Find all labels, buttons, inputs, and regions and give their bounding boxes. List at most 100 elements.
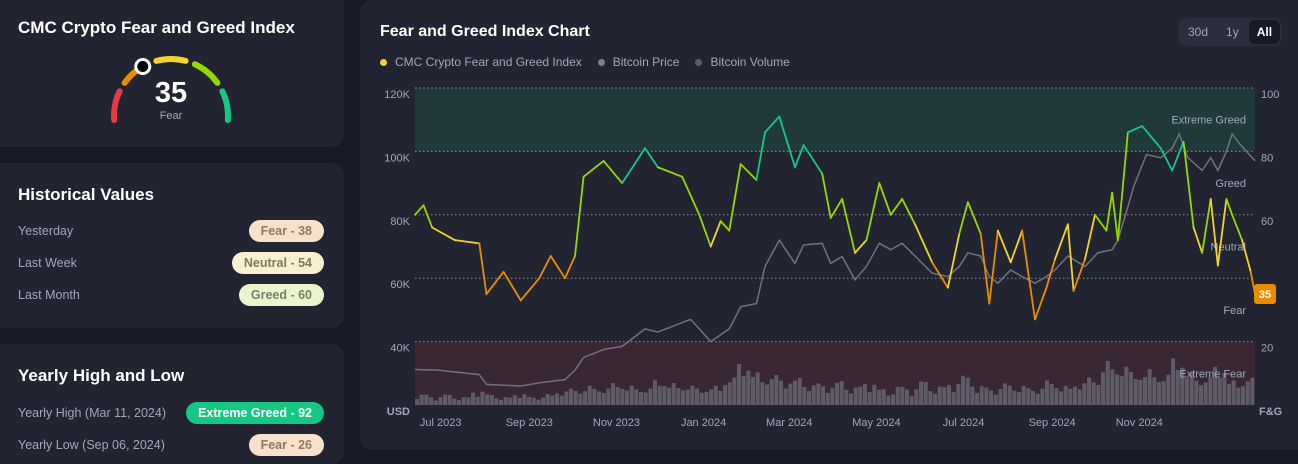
gauge-value: 35 <box>155 77 187 109</box>
x-tick: Jul 2024 <box>943 417 985 429</box>
gauge-card: CMC Crypto Fear and Greed Index 35 Fear <box>0 0 344 147</box>
fng-line-segment <box>1225 198 1234 216</box>
y-left-tick: 80K <box>390 216 410 228</box>
volume-bar <box>601 393 606 405</box>
volume-bar <box>755 372 760 405</box>
fng-line-segment <box>1072 258 1086 292</box>
gauge-segment <box>219 88 231 124</box>
x-tick: May 2024 <box>852 417 900 429</box>
volume-bar <box>900 386 905 405</box>
volume-bar <box>895 386 900 405</box>
volume-bar <box>853 387 858 405</box>
volume-bar <box>564 391 569 405</box>
volume-bar <box>517 397 522 405</box>
volume-bar <box>1073 386 1078 405</box>
volume-bar <box>1054 388 1059 405</box>
legend-btc-volume[interactable]: Bitcoin Volume <box>695 55 790 69</box>
volume-bar <box>625 390 630 405</box>
volume-bar <box>1133 379 1138 405</box>
fng-line-segment <box>681 175 701 216</box>
tab-1y[interactable]: 1y <box>1226 25 1239 39</box>
volume-bar <box>531 397 536 405</box>
tab-30d[interactable]: 30d <box>1188 25 1209 39</box>
fng-line-segment <box>901 198 916 226</box>
volume-bar <box>839 381 844 405</box>
volume-bar <box>713 385 718 405</box>
volume-bar <box>1096 385 1101 405</box>
volume-bar <box>667 387 672 405</box>
volume-bar <box>1236 387 1241 405</box>
volume-bar <box>438 397 443 405</box>
x-tick: Nov 2023 <box>593 417 640 429</box>
fng-line-segment <box>889 198 904 216</box>
volume-bar <box>746 370 751 405</box>
volume-bar <box>1003 383 1008 405</box>
fng-line-segment <box>764 115 781 134</box>
volume-bar <box>1045 380 1050 405</box>
volume-bar <box>783 388 788 405</box>
value-badge: Extreme Greed - 92 <box>186 402 324 424</box>
y-right-tick: 20 <box>1261 343 1273 355</box>
fng-line-segment <box>1192 226 1204 254</box>
volume-bar <box>1231 380 1236 405</box>
volume-bar <box>657 385 662 405</box>
volume-bar <box>975 392 980 405</box>
volume-bar <box>821 386 826 405</box>
volume-bar <box>681 390 686 405</box>
volume-bar <box>461 397 466 405</box>
row-label: Yearly Low (Sep 06, 2024) <box>18 438 165 452</box>
bitcoin-price-line <box>414 132 1256 387</box>
volume-bar <box>690 385 695 405</box>
legend-btc-price[interactable]: Bitcoin Price <box>597 55 679 69</box>
x-tick: Mar 2024 <box>766 417 812 429</box>
gauge-marker <box>134 57 152 75</box>
volume-bar <box>494 398 499 405</box>
x-tick: Sep 2024 <box>1029 417 1076 429</box>
legend-fng[interactable]: CMC Crypto Fear and Greed Index <box>380 55 582 69</box>
fng-line-segment <box>719 220 731 232</box>
volume-bar <box>639 391 644 405</box>
chart-legend: CMC Crypto Fear and Greed Index Bitcoin … <box>380 55 790 69</box>
volume-bar <box>475 396 480 405</box>
fng-line-segment <box>1231 213 1244 242</box>
volume-bar <box>513 395 518 405</box>
fng-line-segment <box>698 213 712 248</box>
volume-bar <box>797 378 802 405</box>
volume-bar <box>606 388 611 405</box>
volume-bar <box>597 391 602 405</box>
volume-bar <box>1241 386 1246 405</box>
volume-bar <box>1208 377 1213 405</box>
y-left-tick: 40K <box>390 343 410 355</box>
volume-bar <box>1105 361 1110 405</box>
row-label: Last Month <box>18 288 80 302</box>
gauge-segment <box>191 61 221 86</box>
volume-bar <box>1068 388 1073 405</box>
volume-bar <box>447 394 452 405</box>
volume-bar <box>424 394 429 405</box>
volume-bar <box>989 390 994 405</box>
volume-bar <box>923 381 928 405</box>
volume-bar <box>1091 382 1096 405</box>
volume-bar <box>723 385 728 405</box>
y-right-label: F&G <box>1259 406 1282 418</box>
volume-bar <box>769 379 774 405</box>
fng-line-segment <box>709 220 722 248</box>
fng-line-segment <box>502 270 522 302</box>
volume-bar <box>947 384 952 405</box>
fng-line-segment <box>829 198 844 219</box>
fng-line-segment <box>549 255 566 280</box>
volume-bar <box>1152 377 1157 405</box>
volume-bar <box>881 389 886 405</box>
gauge-arcs <box>111 56 231 124</box>
tab-all[interactable]: All <box>1248 20 1281 44</box>
fear-greed-chart[interactable]: 120K 100K 80K 60K 40K 100 80 60 20 USD F&G Jul 2023… <box>360 0 1298 450</box>
volume-bar <box>1129 372 1134 405</box>
volume-bar <box>961 375 966 405</box>
volume-bar <box>1250 377 1255 405</box>
fng-line-segment <box>794 144 805 169</box>
fng-line-segment <box>1045 258 1056 289</box>
volume-bar <box>1115 374 1120 405</box>
fng-line-segment <box>1209 198 1219 267</box>
volume-bar <box>578 393 583 405</box>
fng-line-segment <box>1084 213 1096 261</box>
